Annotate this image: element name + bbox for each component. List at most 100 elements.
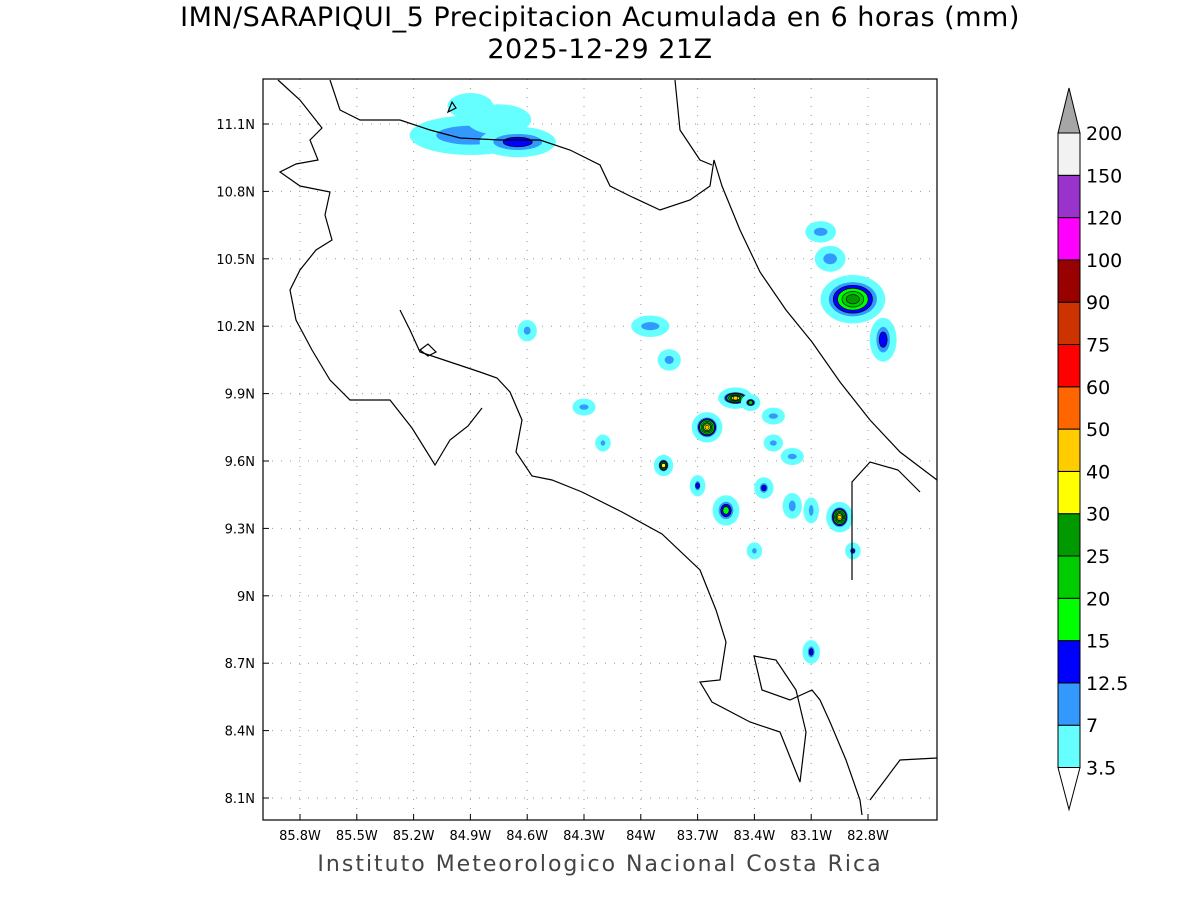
colorbar-swatch xyxy=(1057,301,1081,346)
colorbar-label: 50 xyxy=(1086,419,1110,441)
small-island xyxy=(446,100,457,114)
precip-contour xyxy=(722,506,730,515)
lat-tick-label: 8.7N xyxy=(225,657,255,672)
colorbar-label: 30 xyxy=(1086,504,1110,526)
precip-contour xyxy=(808,648,814,656)
precip-contour xyxy=(447,93,494,120)
precip-contour xyxy=(878,331,888,348)
precip-contour xyxy=(704,424,710,430)
colorbar-swatch xyxy=(1057,555,1081,599)
precipitation-layer xyxy=(409,93,897,664)
lat-tick-label: 10.2N xyxy=(216,320,255,335)
colorbar-label: 100 xyxy=(1086,250,1122,272)
precip-contour xyxy=(748,400,753,405)
longitude-labels: 85.8W 85.5W 85.2W 84.9W 84.6W 84.3W 84W 83.7W 83… xyxy=(279,829,889,844)
colorbar-swatch xyxy=(1057,217,1081,261)
colorbar-label: 25 xyxy=(1086,546,1110,568)
lon-tick-label: 83.4W xyxy=(733,829,775,844)
colorbar-swatch xyxy=(1057,259,1081,303)
colorbar-swatch xyxy=(1057,132,1081,176)
precip-contour xyxy=(787,453,797,460)
colorbar-under-arrow xyxy=(1057,767,1081,812)
lake-nicaragua-shore xyxy=(329,79,400,121)
precip-contour xyxy=(752,548,757,554)
precip-contour xyxy=(664,355,674,364)
lat-tick-label: 9.3N xyxy=(225,522,255,537)
caribbean-coastline xyxy=(399,119,938,481)
colorbar-over-arrow xyxy=(1057,87,1081,134)
colorbar-legend: 3.5 7 12.5 15 20 25 30 40 50 60 75 90 100 120 150 200 xyxy=(1057,87,1128,812)
map-subtitle: 2025-12-29 21Z xyxy=(487,34,713,65)
lon-tick-label: 84.9W xyxy=(449,829,491,844)
lat-tick-label: 9N xyxy=(237,590,255,605)
lon-tick-label: 83.7W xyxy=(677,829,719,844)
lat-tick-label: 10.5N xyxy=(216,253,255,268)
peninsula-island xyxy=(419,343,438,357)
colorbar-swatch xyxy=(1057,386,1081,430)
lat-tick-label: 8.4N xyxy=(225,725,255,740)
precip-contour xyxy=(641,322,660,331)
colorbar-label: 150 xyxy=(1086,165,1122,187)
colorbar-swatch xyxy=(1057,597,1081,642)
colorbar-swatch xyxy=(1057,640,1081,684)
colorbar-swatch xyxy=(1057,344,1081,388)
colorbar-swatch xyxy=(1057,513,1081,557)
nicoya-gulf-coast xyxy=(399,309,863,816)
latitude-labels: 11.1N 10.8N 10.5N 10.2N 9.9N 9.6N 9.3N 9N 8.7N 8.… xyxy=(216,118,255,807)
precip-contour xyxy=(695,482,700,489)
precip-contour xyxy=(768,413,778,419)
coastlines xyxy=(277,79,938,816)
precip-contour xyxy=(808,505,814,516)
lon-tick-label: 85.5W xyxy=(336,829,378,844)
lon-tick-label: 83.1W xyxy=(790,829,832,844)
precip-contour xyxy=(761,484,767,492)
map-title: IMN/SARAPIQUI_5 Precipitacion Acumulada … xyxy=(180,2,1020,33)
lon-tick-label: 84.6W xyxy=(506,829,548,844)
graticule xyxy=(263,79,937,820)
precip-contour xyxy=(523,326,531,335)
colorbar-swatch xyxy=(1057,682,1081,726)
precip-contour xyxy=(600,440,606,446)
colorbar-label: 12.5 xyxy=(1086,673,1128,695)
precip-contour xyxy=(788,500,796,512)
lat-tick-label: 8.1N xyxy=(225,792,255,807)
precip-contour xyxy=(579,404,589,410)
colorbar-label: 3.5 xyxy=(1086,758,1116,780)
lon-tick-label: 85.8W xyxy=(279,829,321,844)
colorbar-label: 15 xyxy=(1086,631,1110,653)
colorbar-swatch xyxy=(1057,724,1081,769)
lon-tick-label: 82.8W xyxy=(847,829,889,844)
precip-contour xyxy=(823,253,837,265)
precip-contour xyxy=(769,440,777,446)
lat-tick-label: 10.8N xyxy=(216,185,255,200)
colorbar-label: 90 xyxy=(1086,292,1110,314)
precip-contour xyxy=(813,227,828,236)
pacific-coastline xyxy=(277,79,483,467)
lon-tick-label: 85.2W xyxy=(393,829,435,844)
lat-tick-label: 9.6N xyxy=(225,455,255,470)
colorbar-label: 120 xyxy=(1086,208,1122,230)
map-frame xyxy=(262,78,938,821)
precip-contour xyxy=(732,395,739,401)
colorbar-label: 75 xyxy=(1086,335,1110,357)
colorbar-label: 7 xyxy=(1086,715,1098,737)
precip-contour xyxy=(837,514,842,520)
colorbar-label: 200 xyxy=(1086,123,1122,145)
colorbar-label: 40 xyxy=(1086,461,1110,483)
precip-contour xyxy=(845,294,860,305)
colorbar-swatch xyxy=(1057,470,1081,515)
colorbar-label: 60 xyxy=(1086,377,1110,399)
colorbar-swatch xyxy=(1057,174,1081,219)
nicaragua-coast xyxy=(674,79,713,166)
lon-tick-label: 84W xyxy=(626,829,656,844)
panama-coast xyxy=(869,757,938,801)
footer-credit: Instituto Meteorologico Nacional Costa R… xyxy=(317,852,883,877)
lat-tick-label: 11.1N xyxy=(216,118,255,133)
precip-contour xyxy=(661,463,666,468)
colorbar-swatch xyxy=(1057,428,1081,472)
precip-contour xyxy=(502,136,533,148)
lat-tick-label: 9.9N xyxy=(225,388,255,403)
panama-border xyxy=(851,461,921,580)
